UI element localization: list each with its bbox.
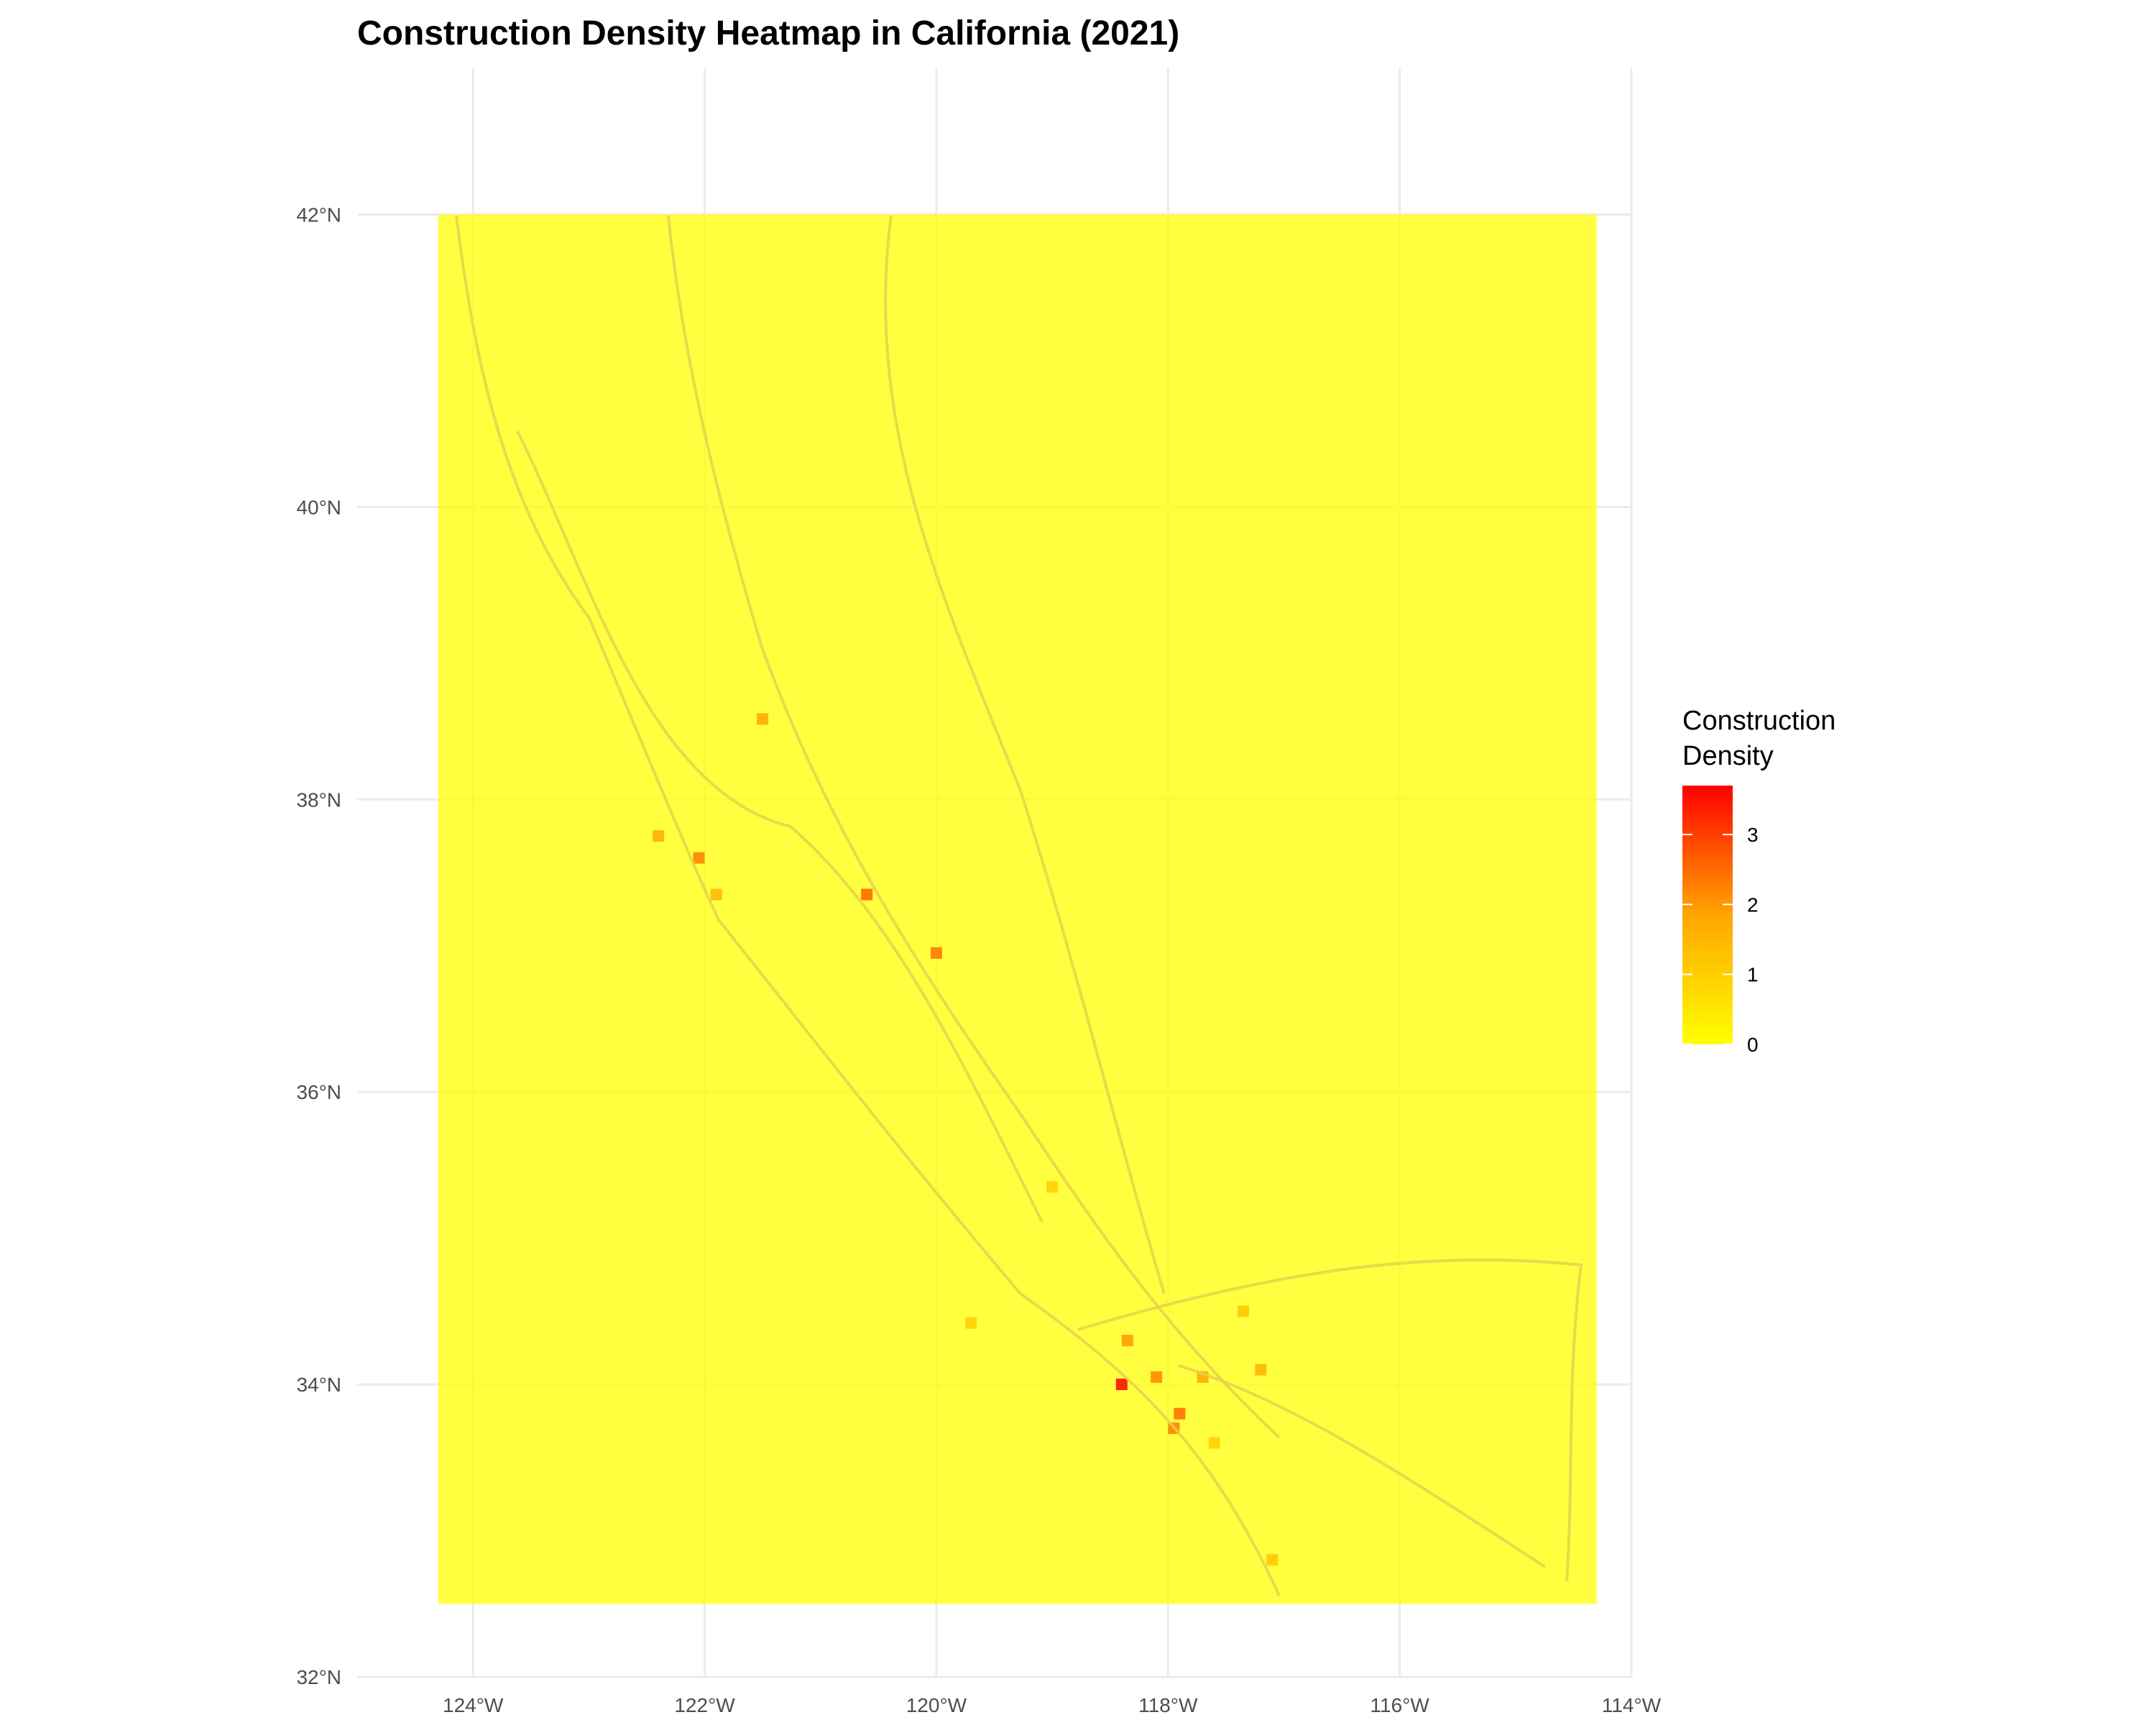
y-axis-ticks: 32°N 34°N 36°N 38°N 40°N 42°N [296,203,341,1688]
legend-tick-label: 3 [1747,824,1759,846]
legend-tick-label: 0 [1747,1034,1759,1056]
x-tick-label: 116°W [1370,1694,1430,1716]
road-east [1077,1258,1583,1582]
density-hotspot [1121,1335,1133,1347]
x-tick-label: 124°W [443,1694,504,1716]
legend-tick-label: 2 [1747,893,1759,916]
road-inland-south [1178,1364,1547,1568]
density-hotspot [710,888,722,901]
density-hotspot [653,830,665,842]
density-raster [438,214,1597,1604]
road-central-valley [667,215,1281,1439]
density-hotspot [1266,1554,1279,1566]
x-tick-label: 118°W [1138,1694,1198,1716]
color-legend: Construction Density 0 1 2 3 [1682,706,1835,1056]
road-network-overlay [455,215,1583,1596]
density-hotspot [1255,1363,1267,1376]
y-tick-label: 38°N [296,788,341,811]
density-hotspot [1208,1437,1220,1449]
road-coastal [455,215,1281,1596]
road-sierra [884,215,1166,1294]
road-bay-area [516,431,1044,1223]
x-axis-ticks: 124°W 122°W 120°W 118°W 116°W 114°W [443,1694,1662,1716]
raster-background [438,214,1597,1604]
legend-tick-label: 1 [1747,964,1759,986]
density-hotspot [1046,1181,1059,1193]
legend-title-line1: Construction [1682,706,1835,736]
density-hotspot [861,888,873,901]
y-tick-label: 42°N [296,203,341,226]
density-hotspot [1151,1371,1163,1383]
density-hotspot [693,852,705,864]
density-hotspot [1174,1407,1186,1420]
y-tick-label: 36°N [296,1081,341,1103]
legend-title-line2: Density [1682,741,1774,771]
density-hotspot [930,947,942,959]
density-hotspot [965,1317,977,1329]
x-tick-label: 114°W [1602,1694,1662,1716]
legend-colorbar [1682,786,1733,1044]
y-tick-label: 40°N [296,496,341,518]
x-tick-label: 120°W [906,1694,967,1716]
y-tick-label: 32°N [296,1666,341,1688]
density-hotspot [1115,1379,1128,1391]
density-hotspot [757,713,769,725]
density-hotspot [1238,1305,1250,1317]
y-tick-label: 34°N [296,1374,341,1396]
chart-title: Construction Density Heatmap in Californ… [357,14,1179,52]
legend-ticks: 0 1 2 3 [1682,824,1759,1056]
x-tick-label: 122°W [674,1694,735,1716]
